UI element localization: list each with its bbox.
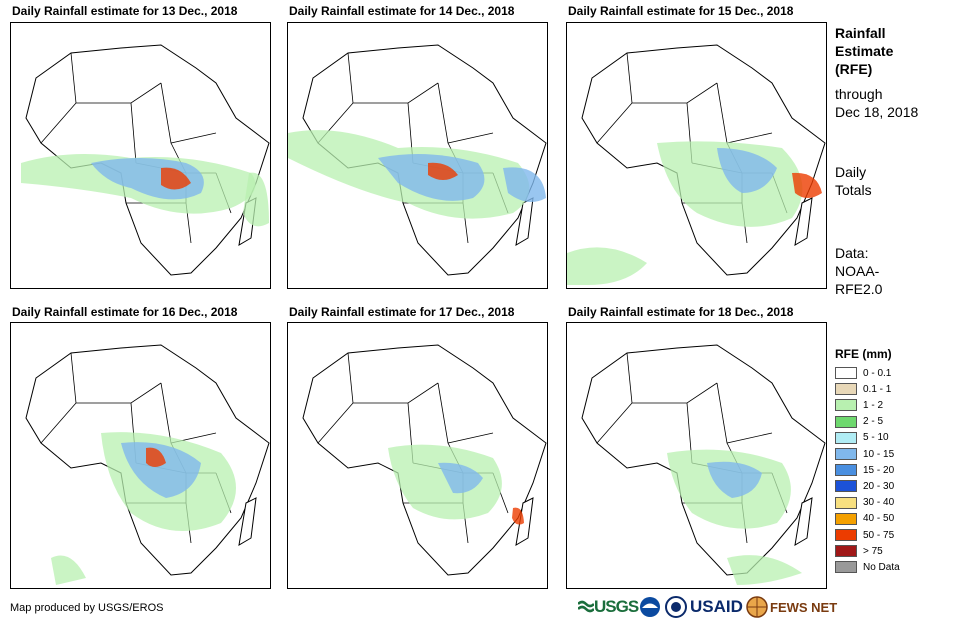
legend-label: 10 - 15 [863, 448, 895, 460]
legend-label: 0 - 0.1 [863, 367, 892, 379]
legend-item: > 75 [835, 543, 883, 559]
legend-item: 10 - 15 [835, 446, 894, 462]
legend-swatch [835, 415, 857, 428]
legend-label: 5 - 10 [863, 432, 889, 444]
legend-item: 20 - 30 [835, 478, 894, 494]
rain-southern-ocean [567, 247, 647, 285]
rainfall-map-18dec [566, 322, 827, 589]
legend-swatch [835, 512, 857, 525]
info-through: through [835, 86, 883, 102]
usaid-logo-text: USAID [690, 597, 743, 616]
info-title-line3: (RFE) [835, 61, 873, 77]
info-title-line1: Rainfall [835, 25, 886, 41]
legend-swatch [835, 431, 857, 444]
info-through-date: Dec 18, 2018 [835, 104, 919, 120]
rain-core-heavy [792, 172, 822, 198]
usgs-logo-text: USGS [594, 597, 639, 616]
rain-east-africa [503, 167, 546, 202]
legend-item: 2 - 5 [835, 414, 883, 430]
rain-core-heavy [512, 507, 524, 525]
panel-title-17dec: Daily Rainfall estimate for 17 Dec., 201… [289, 305, 515, 319]
noaa-logo [639, 595, 661, 619]
legend-swatch [835, 529, 857, 541]
legend-item: No Data [835, 559, 900, 575]
rain-core-heavy [428, 162, 458, 180]
rain-band-moderate [438, 462, 483, 494]
legend-swatch [835, 367, 857, 379]
panel-title-18dec: Daily Rainfall estimate for 18 Dec., 201… [568, 305, 794, 319]
legend-label: 0.1 - 1 [863, 383, 892, 395]
rain-southern-ocean [727, 555, 802, 585]
info-data-source-1: NOAA- [835, 263, 880, 279]
madagascar-outline [794, 197, 813, 246]
panel-title-16dec: Daily Rainfall estimate for 16 Dec., 201… [12, 305, 238, 319]
legend-item: 50 - 75 [835, 527, 894, 543]
rain-band-moderate [121, 442, 201, 498]
legend-swatch [835, 480, 857, 493]
rainfall-map-13dec [10, 22, 271, 289]
legend-item: 5 - 10 [835, 430, 889, 446]
usaid-logo: USAID [665, 595, 743, 619]
legend-swatch [835, 545, 857, 558]
map-credit: Map produced by USGS/EROS [10, 602, 164, 614]
rain-band-moderate [707, 461, 762, 498]
legend-swatch [835, 399, 857, 412]
legend-label: 20 - 30 [863, 480, 895, 492]
legend-swatch [835, 464, 857, 477]
legend-label: 30 - 40 [863, 497, 895, 509]
usaid-seal-icon [665, 596, 687, 618]
legend-label: 1 - 2 [863, 399, 884, 411]
legend-label: 40 - 50 [863, 513, 895, 525]
panel-title-14dec: Daily Rainfall estimate for 14 Dec., 201… [289, 4, 515, 18]
rain-core-heavy [146, 447, 166, 467]
noaa-seal-icon [640, 597, 660, 617]
panel-title-15dec: Daily Rainfall estimate for 15 Dec., 201… [568, 4, 794, 18]
info-title-line2: Estimate [835, 43, 894, 59]
rainfall-map-14dec [287, 22, 548, 289]
fews-globe-icon [746, 596, 768, 618]
legend-swatch [835, 383, 857, 396]
rainfall-map-17dec [287, 322, 548, 589]
madagascar-outline [238, 497, 257, 546]
legend-swatch [835, 496, 857, 509]
legend-title: RFE (mm) [835, 347, 892, 361]
rainfall-map-15dec [566, 22, 827, 289]
legend-item: 30 - 40 [835, 495, 894, 511]
info-data-source-2: RFE2.0 [835, 281, 883, 297]
madagascar-outline [794, 497, 813, 546]
legend-item: 0.1 - 1 [835, 381, 891, 397]
madagascar-outline [515, 497, 534, 546]
rain-southern-ocean [51, 555, 86, 585]
legend-item: 0 - 0.1 [835, 365, 891, 381]
usgs-wave-icon [578, 600, 594, 613]
rain-band-moderate [378, 154, 485, 201]
legend-label: 50 - 75 [863, 529, 895, 541]
legend-item: 1 - 2 [835, 397, 883, 413]
rain-madagascar [243, 172, 269, 227]
info-totals: Totals [835, 182, 872, 198]
legend-label: > 75 [863, 545, 883, 557]
legend-swatch [835, 561, 857, 574]
usgs-logo: USGS [578, 595, 639, 619]
info-daily: Daily [835, 164, 867, 180]
info-data-label: Data: [835, 245, 869, 261]
rain-band-light [388, 444, 502, 520]
legend-label: No Data [863, 561, 900, 573]
legend-label: 2 - 5 [863, 416, 884, 428]
legend-swatch [835, 448, 857, 460]
panel-title-13dec: Daily Rainfall estimate for 13 Dec., 201… [12, 4, 238, 18]
legend-item: 40 - 50 [835, 511, 894, 527]
fews-net-logo-text: FEWS NET [770, 599, 838, 615]
rain-core-heavy [161, 167, 191, 190]
rain-band-moderate [717, 148, 777, 193]
fews-net-logo: FEWS NET [746, 595, 837, 619]
legend-item: 15 - 20 [835, 462, 894, 478]
rainfall-map-16dec [10, 322, 271, 589]
legend-label: 15 - 20 [863, 464, 895, 476]
